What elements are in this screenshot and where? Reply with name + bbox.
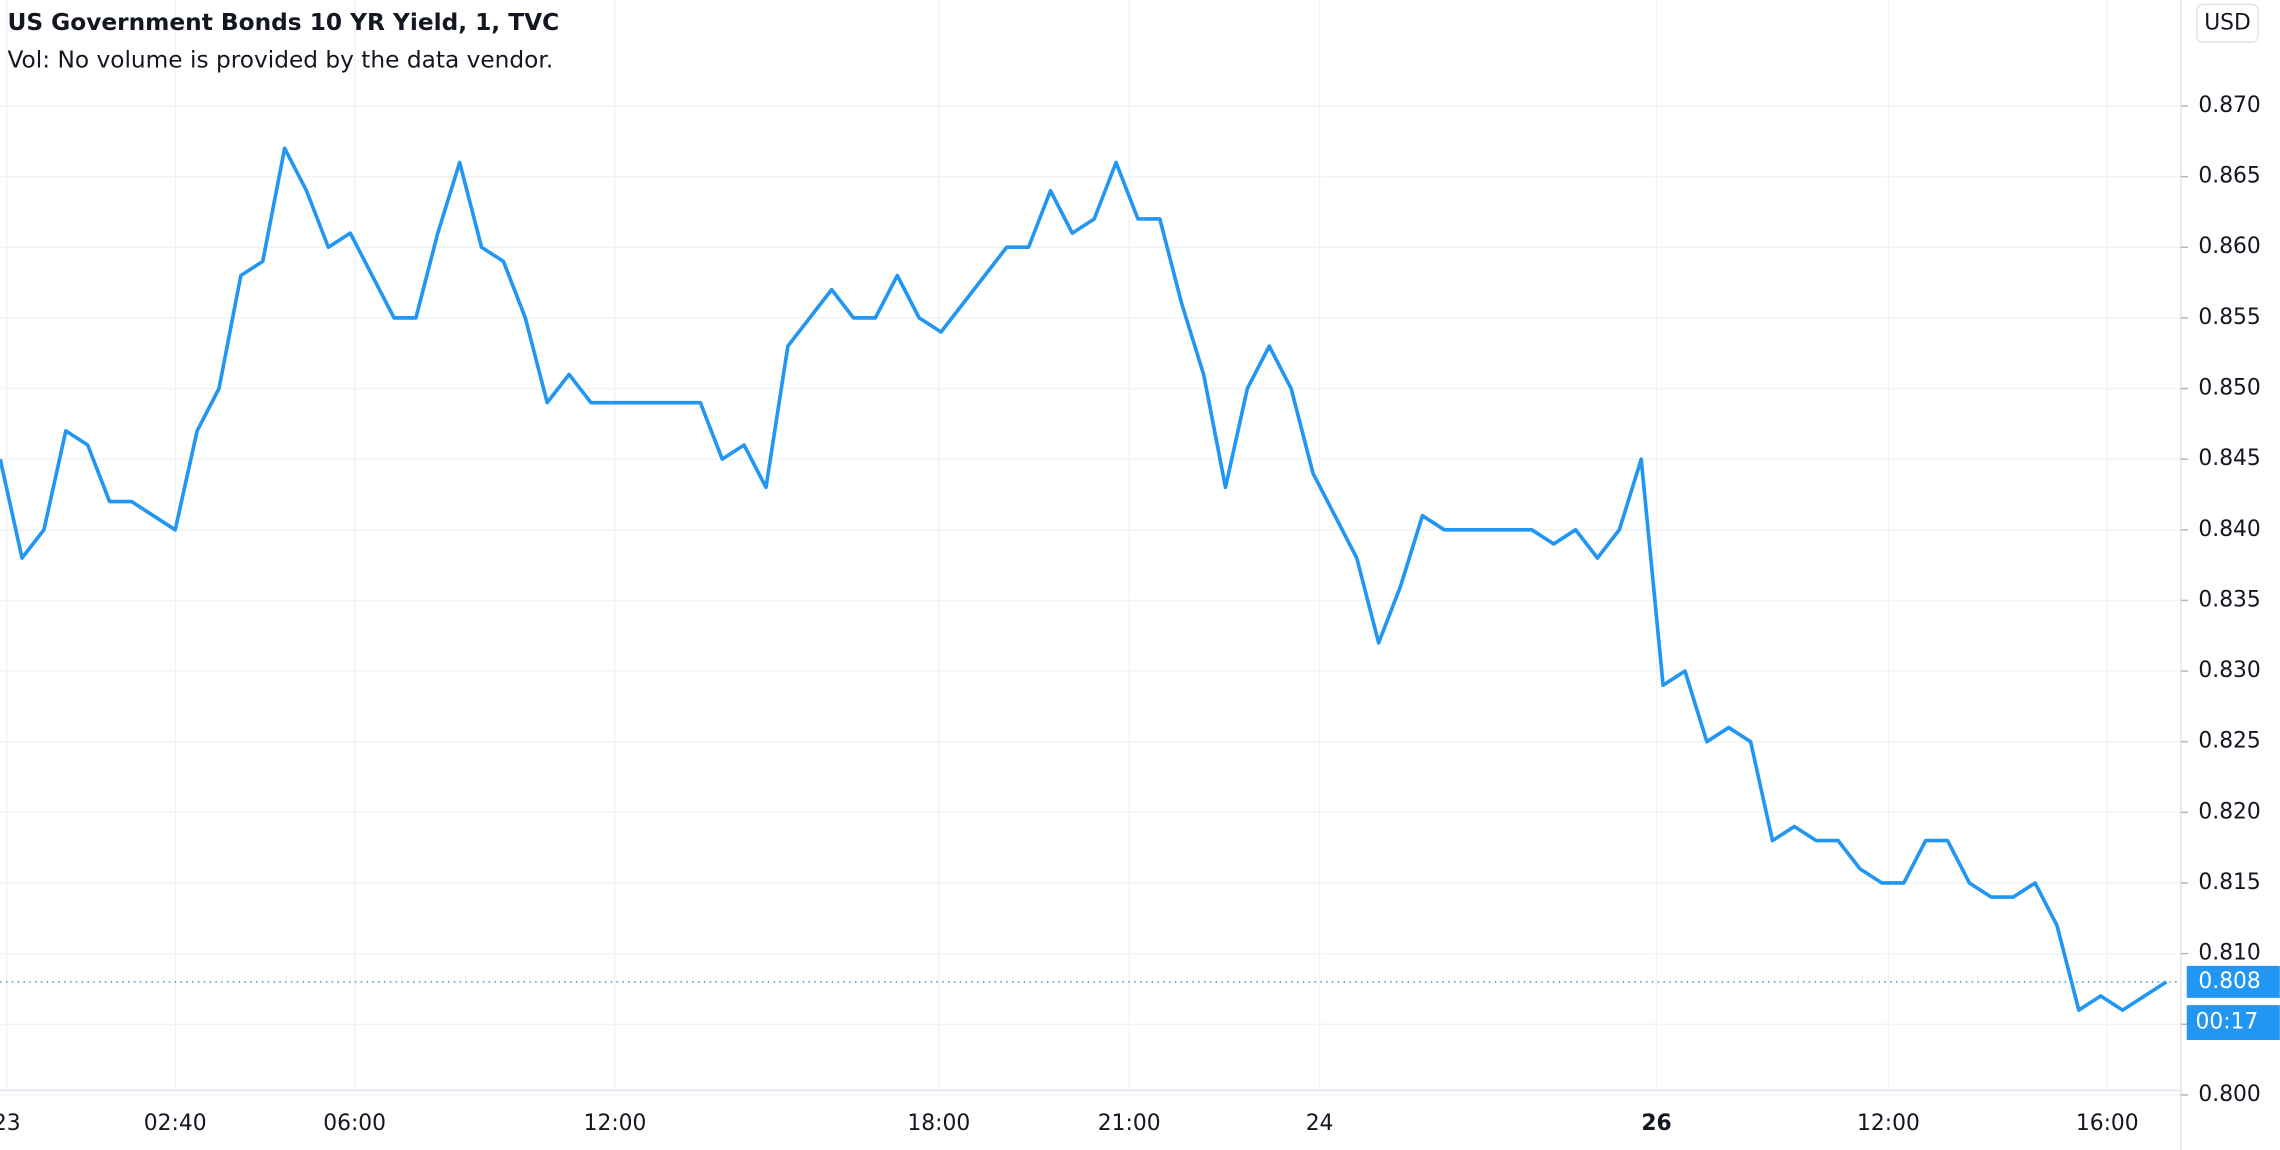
y-tick-label: 0.835 [2198, 587, 2260, 612]
x-tick-label: 16:00 [2076, 1111, 2139, 1136]
grid [0, 0, 2181, 1096]
x-tick-label: 26 [1641, 1111, 1671, 1136]
y-tick-label: 0.840 [2198, 517, 2260, 542]
y-tick-label: 0.865 [2198, 164, 2260, 189]
y-tick-label: 0.820 [2198, 799, 2260, 824]
x-tick-label: 18:00 [907, 1111, 970, 1136]
x-tick-label: 06:00 [323, 1111, 386, 1136]
y-tick-label: 0.845 [2198, 446, 2260, 471]
y-tick-label: 0.870 [2198, 93, 2260, 118]
countdown: 00:17 [2195, 1010, 2258, 1035]
y-tick-label: 0.855 [2198, 305, 2260, 330]
x-tick-label: 12:00 [584, 1111, 647, 1136]
y-tick-label: 0.800 [2198, 1082, 2260, 1107]
y-tick-label: 0.815 [2198, 870, 2260, 895]
y-tick-label: 0.830 [2198, 658, 2260, 683]
x-tick-label: 12:00 [1857, 1111, 1920, 1136]
currency[interactable]: USD [2204, 10, 2251, 35]
y-tick-label: 0.810 [2198, 941, 2260, 966]
countdown-box [2186, 1005, 2280, 1041]
x-tick-label: 21:00 [1098, 1111, 1161, 1136]
y-tick-label: 0.825 [2198, 729, 2260, 754]
y-tick-label: 0.860 [2198, 234, 2260, 259]
chart-subtitle: Vol: No volume is provided by the data v… [7, 47, 553, 74]
price-line [0, 146, 2168, 1012]
last-price-box [2186, 965, 2280, 998]
currency-box[interactable] [2196, 3, 2259, 43]
x-tick-label: 24 [1306, 1111, 1334, 1136]
chart-title: US Government Bonds 10 YR Yield, 1, TVC [7, 9, 559, 36]
x-tick-label: 02:40 [144, 1111, 207, 1136]
y-tick-label: 0.850 [2198, 376, 2260, 401]
last-price-label: 0.808 [2198, 969, 2260, 994]
x-tick-label: 23 [0, 1111, 21, 1136]
